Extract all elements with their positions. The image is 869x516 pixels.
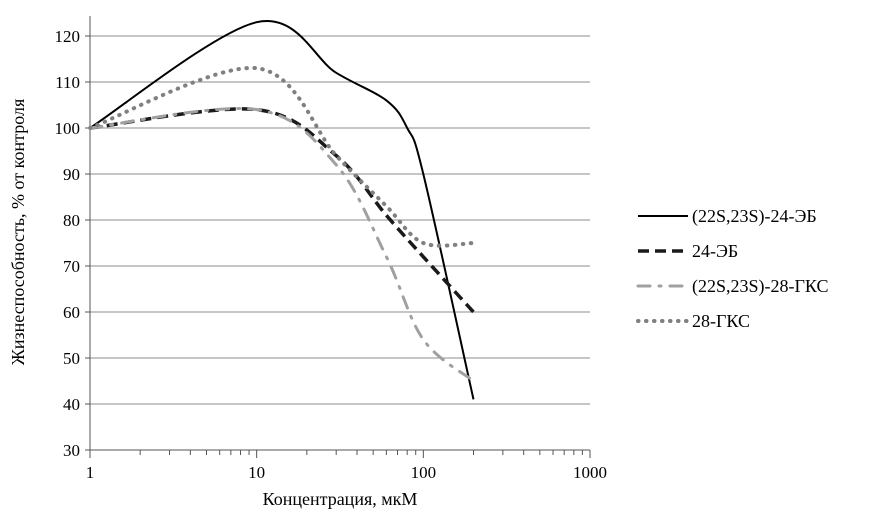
y-tick-label: 80 bbox=[63, 211, 80, 230]
x-tick-labels: 1 10 100 1000 bbox=[86, 463, 607, 482]
y-tick-label: 50 bbox=[63, 349, 80, 368]
series-line-1 bbox=[89, 20, 475, 400]
y-tick-label: 60 bbox=[63, 303, 80, 322]
y-tick-label: 70 bbox=[63, 257, 80, 276]
x-tick-label: 100 bbox=[411, 463, 437, 482]
y-axis-title: Жизнеспособность, % от контроля bbox=[8, 99, 28, 366]
legend-label-3: (22S,23S)-28-ГКС bbox=[692, 276, 828, 297]
series-line-2 bbox=[89, 107, 475, 314]
x-tick-label: 1 bbox=[86, 463, 95, 482]
series-line-4 bbox=[88, 66, 476, 248]
series-line-3 bbox=[88, 107, 475, 383]
legend: (22S,23S)-24-ЭБ 24-ЭБ (22S,23S)-28-ГКС 28-Г… bbox=[636, 206, 828, 331]
legend-label-2: 24-ЭБ bbox=[692, 241, 738, 261]
y-tick-label: 40 bbox=[63, 395, 80, 414]
y-tick-label: 100 bbox=[55, 119, 81, 138]
y-tick-label: 90 bbox=[63, 165, 80, 184]
x-tick-label: 10 bbox=[248, 463, 265, 482]
y-tick-label: 120 bbox=[55, 27, 81, 46]
axes bbox=[85, 16, 591, 458]
legend-label-1: (22S,23S)-24-ЭБ bbox=[692, 206, 817, 227]
gridlines bbox=[90, 35, 590, 405]
series-lines bbox=[88, 20, 476, 400]
x-tick-label: 1000 bbox=[573, 463, 607, 482]
y-tick-labels: 30 40 50 60 70 80 90 100 110 120 bbox=[55, 27, 81, 460]
y-tick-label: 110 bbox=[55, 73, 80, 92]
x-axis-title: Концентрация, мкМ bbox=[263, 489, 418, 509]
y-tick-label: 30 bbox=[63, 441, 80, 460]
legend-label-4: 28-ГКС bbox=[692, 311, 750, 331]
